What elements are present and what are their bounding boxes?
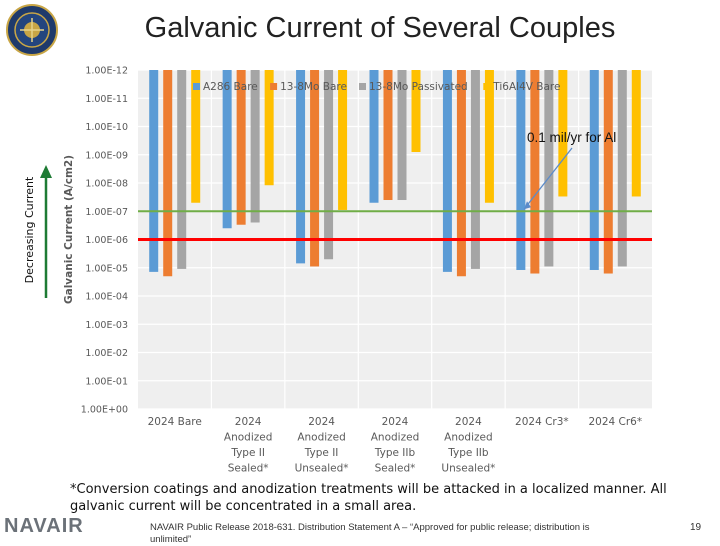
bar-13-8mo-bare: [603, 70, 613, 274]
bar-ti6al4v-bare: [338, 70, 348, 210]
annotation-label: 0.1 mil/yr for Al: [527, 130, 616, 145]
bar-ti6al4v-bare: [264, 70, 274, 186]
footnote: *Conversion coatings and anodization tre…: [70, 482, 667, 514]
y-tick-label: 1.00E-09: [85, 150, 128, 161]
y-tick-label: 1.00E-07: [85, 207, 128, 218]
x-tick-label: Sealed*: [228, 463, 269, 475]
bar-a286-bare: [222, 70, 232, 229]
bar-ti6al4v-bare: [411, 70, 421, 153]
bar-a286-bare: [442, 70, 452, 272]
page-title: Galvanic Current of Several Couples: [144, 12, 616, 44]
decreasing-current-label: Decreasing Current: [23, 176, 36, 283]
bar-ti6al4v-bare: [631, 70, 641, 197]
bar-13-8mo-bare: [383, 70, 393, 201]
bar-13-8mo-passivated: [470, 70, 480, 269]
x-tick-label: 2024 Bare: [148, 416, 202, 428]
bar-13-8mo-passivated: [177, 70, 187, 269]
bar-13-8mo-passivated: [397, 70, 407, 201]
y-tick-label: 1.00E-03: [85, 320, 128, 331]
y-tick-label: 1.00E-01: [85, 376, 128, 387]
bar-ti6al4v-bare: [191, 70, 201, 203]
annotation-arrowhead: [524, 201, 531, 210]
bar-ti6al4v-bare: [484, 70, 494, 203]
footer-bar: [0, 516, 720, 540]
bar-13-8mo-passivated: [250, 70, 260, 223]
x-tick-label: 2024: [455, 416, 482, 428]
bar-a286-bare: [149, 70, 159, 272]
footer-logo: NAVAIR: [4, 515, 84, 537]
x-tick-label: 2024: [308, 416, 335, 428]
x-tick-label: 2024: [235, 416, 262, 428]
navair-seal-icon: [6, 4, 58, 56]
x-tick-label: Sealed*: [375, 463, 416, 475]
x-tick-label: Anodized: [224, 432, 272, 444]
y-tick-label: 1.00E-02: [85, 348, 128, 359]
x-tick-label: 2024 Cr6*: [588, 416, 642, 428]
legend-label: 13-8Mo Bare: [280, 81, 347, 93]
bar-13-8mo-passivated: [617, 70, 627, 267]
bar-a286-bare: [589, 70, 599, 270]
legend-label: Ti6Al4V Bare: [492, 81, 560, 93]
y-tick-label: 1.00E+00: [81, 405, 128, 416]
y-tick-label: 1.00E-06: [85, 235, 128, 246]
bar-a286-bare: [516, 70, 526, 270]
legend-label: A286 Bare: [203, 81, 258, 93]
y-tick-label: 1.00E-12: [85, 66, 128, 77]
bar-13-8mo-passivated: [324, 70, 334, 260]
x-tick-label: 2024: [382, 416, 409, 428]
bar-13-8mo-bare: [530, 70, 540, 274]
decreasing-current-arrowhead: [40, 165, 52, 178]
x-tick-label: Anodized: [371, 432, 419, 444]
x-tick-label: Type II: [304, 447, 339, 459]
bar-ti6al4v-bare: [558, 70, 568, 197]
x-tick-label: Anodized: [444, 432, 492, 444]
bar-13-8mo-bare: [163, 70, 173, 277]
x-tick-label: Type II: [230, 447, 265, 459]
legend-swatch: [193, 83, 200, 90]
x-tick-label: Unsealed*: [295, 463, 349, 475]
legend-swatch: [483, 83, 491, 90]
x-tick-label: Type IIb: [374, 447, 416, 459]
legend-label: 13-8Mo Passivated: [369, 81, 468, 93]
x-tick-label: Anodized: [297, 432, 345, 444]
y-tick-label: 1.00E-04: [85, 292, 128, 303]
legend-swatch: [270, 83, 278, 90]
y-tick-label: 1.00E-11: [85, 94, 128, 105]
release-statement: NAVAIR Public Release 2018-631. Distribu…: [150, 522, 590, 545]
page-number: 19: [690, 522, 702, 533]
legend-swatch: [359, 83, 366, 90]
galvanic-current-chart: 1.00E-12 1.00E-11 1.00E-10 1.00E-09 1.00E-08…: [23, 66, 652, 475]
bar-13-8mo-passivated: [544, 70, 554, 267]
y-tick-label: 1.00E-10: [85, 122, 128, 133]
annotation-arrow: [523, 147, 573, 210]
x-tick-label: Type IIb: [447, 447, 489, 459]
bar-13-8mo-bare: [236, 70, 246, 225]
y-tick-label: 1.00E-05: [85, 263, 128, 274]
x-tick-label: Unsealed*: [441, 463, 495, 475]
bar-a286-bare: [296, 70, 306, 264]
bar-a286-bare: [369, 70, 379, 203]
y-tick-label: 1.00E-08: [85, 179, 128, 190]
bar-13-8mo-bare: [310, 70, 320, 267]
y-axis-label: Galvanic Current (A/cm2): [63, 155, 75, 304]
bar-13-8mo-bare: [456, 70, 466, 277]
x-tick-label: 2024 Cr3*: [515, 416, 569, 428]
